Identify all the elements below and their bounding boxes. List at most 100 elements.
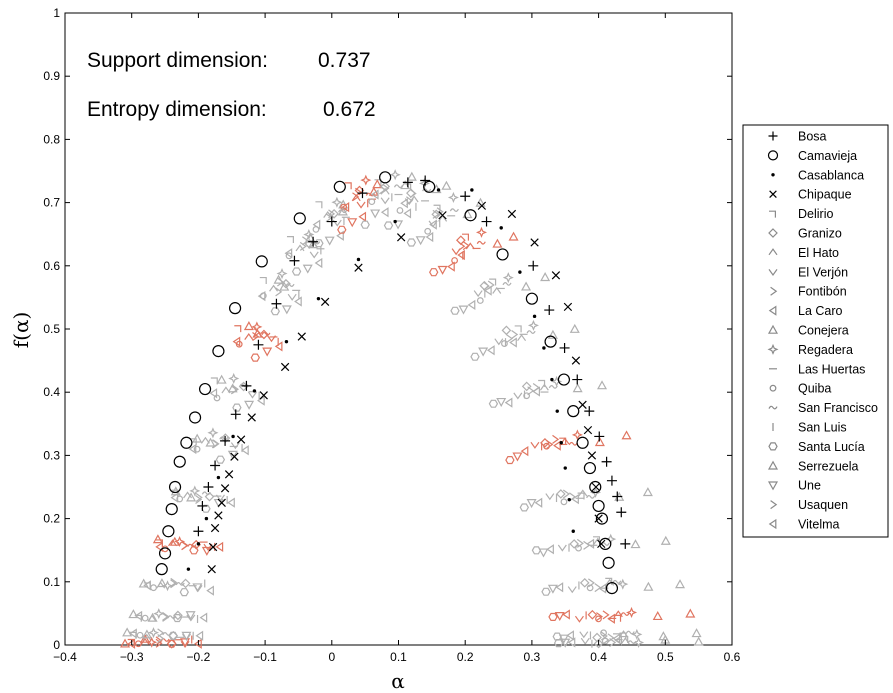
data-point: [449, 208, 459, 212]
data-point: [316, 296, 321, 301]
data-point: [230, 442, 240, 450]
data-point: [431, 209, 442, 220]
legend-marker: [767, 150, 779, 161]
data-point: [270, 307, 280, 316]
data-point: [203, 482, 214, 492]
data-point: [593, 638, 604, 649]
data-point: [602, 610, 610, 620]
data-point: [526, 330, 536, 334]
data-point: [389, 169, 401, 181]
data-point: [195, 493, 203, 503]
legend-box: [742, 124, 889, 538]
data-point: [192, 583, 203, 593]
data-point: [201, 546, 212, 556]
data-point: [583, 425, 593, 435]
highlight-series-layer: [155, 171, 631, 595]
data-point: [489, 278, 497, 286]
data-point: [572, 374, 583, 385]
data-point: [612, 579, 622, 584]
data-point: [129, 628, 137, 639]
data-point: [275, 287, 283, 297]
data-point: [578, 489, 588, 497]
data-point: [567, 497, 571, 502]
legend-label: Camavieja: [798, 149, 857, 163]
data-point: [208, 542, 218, 552]
data-point: [545, 493, 555, 501]
data-point: [393, 220, 404, 230]
data-point: [540, 272, 551, 282]
data-point: [594, 437, 605, 447]
legend-label: San Luis: [798, 421, 847, 435]
legend-label: Quiba: [798, 382, 831, 396]
data-point: [600, 629, 607, 637]
entropy-dimension-label: Entropy dimension:: [87, 98, 267, 121]
data-point: [180, 578, 191, 589]
data-point: [165, 503, 178, 516]
data-point: [396, 233, 406, 242]
legend-label: Usaquen: [798, 498, 848, 512]
data-point: [542, 346, 546, 350]
data-point: [333, 180, 346, 193]
legend-label: Regadera: [798, 343, 853, 357]
data-point: [614, 635, 623, 646]
data-point: [652, 611, 663, 621]
data-point: [188, 411, 202, 424]
data-point: [643, 581, 654, 591]
data-point: [228, 372, 240, 384]
data-point: [586, 538, 595, 549]
data-point: [597, 539, 606, 549]
data-point: [294, 296, 302, 307]
series-san-luis: [191, 193, 593, 648]
data-point: [167, 639, 177, 648]
data-point: [583, 461, 597, 475]
data-point: [530, 238, 539, 247]
data-point: [473, 290, 483, 298]
y-tick-label: 0.5: [43, 322, 60, 336]
data-point: [192, 433, 203, 443]
data-point: [511, 330, 519, 339]
data-point: [554, 612, 565, 622]
data-point: [216, 374, 227, 384]
data-point: [587, 451, 597, 460]
data-point: [181, 541, 189, 551]
x-tick-label: 0.4: [590, 650, 607, 664]
data-point: [196, 542, 201, 546]
data-point: [425, 231, 434, 243]
data-point: [563, 466, 567, 470]
data-point: [271, 298, 282, 309]
data-point: [409, 189, 417, 199]
data-point: [358, 211, 367, 222]
legend-label: Delirio: [798, 207, 833, 221]
data-point: [337, 206, 348, 216]
data-point: [505, 456, 515, 465]
data-point: [450, 306, 460, 315]
data-point: [517, 334, 527, 342]
data-point: [567, 586, 577, 594]
data-point: [579, 577, 590, 588]
data-point: [567, 405, 580, 418]
data-point: [513, 392, 523, 400]
data-point: [168, 631, 178, 640]
legend-label: Casablanca: [798, 168, 864, 182]
data-point: [146, 636, 158, 648]
data-point: [617, 578, 629, 590]
legend-marker: [768, 248, 778, 256]
data-point: [393, 219, 397, 224]
data-point: [547, 584, 558, 594]
data-point: [467, 299, 476, 311]
data-point: [189, 546, 199, 555]
data-point: [693, 636, 704, 646]
data-point: [138, 578, 149, 588]
data-point: [214, 511, 223, 520]
y-tick-label: 0: [53, 638, 60, 652]
series-casablanca: [186, 188, 575, 571]
data-point: [599, 537, 612, 550]
data-point: [553, 440, 561, 451]
data-point: [195, 630, 204, 641]
data-point: [550, 377, 554, 382]
data-point: [308, 236, 319, 247]
data-point: [277, 277, 285, 287]
data-point: [220, 484, 230, 493]
data-point: [589, 480, 602, 494]
y-tick-label: 1: [53, 6, 60, 20]
